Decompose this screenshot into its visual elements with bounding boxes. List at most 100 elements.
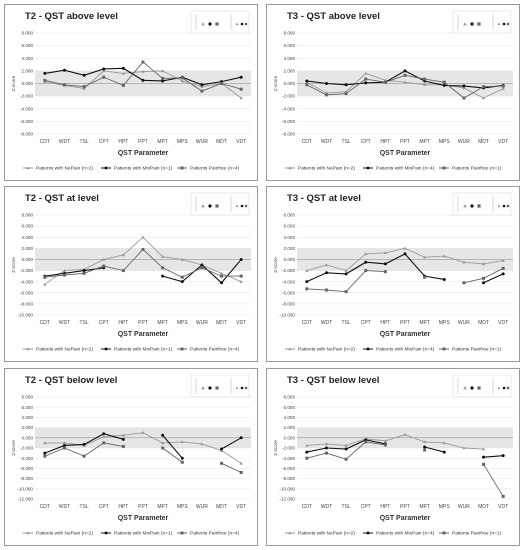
x-tick-label: WDT: [321, 139, 332, 145]
chart-panel-t2-at: T2 - QST at level 8.000 6.000 4.000 2.000 0.0…: [4, 186, 258, 362]
data-point: [344, 83, 348, 87]
y-tick-label: -10.000: [279, 486, 295, 491]
x-tick-label: WUR: [458, 504, 470, 510]
data-point: [200, 89, 204, 93]
series-painfree: [305, 440, 505, 498]
data-point: [324, 288, 328, 292]
data-point: [141, 78, 145, 82]
data-point: [200, 442, 204, 446]
data-point: [442, 441, 446, 445]
x-tick-label: MDT: [478, 504, 489, 510]
data-point: [239, 257, 243, 261]
inset-marker: [244, 204, 248, 208]
x-tick-label: CPT: [99, 320, 109, 326]
data-point: [102, 441, 106, 445]
x-tick-label: MPS: [439, 139, 451, 145]
series-line: [306, 434, 484, 450]
data-point: [462, 96, 466, 100]
data-point: [160, 254, 165, 258]
data-point: [364, 440, 368, 444]
inset-marker: [506, 386, 510, 390]
data-point: [462, 86, 466, 90]
data-point: [239, 436, 243, 440]
x-tick-label: HPT: [380, 139, 390, 145]
data-point: [161, 76, 165, 80]
inset-marker: [463, 204, 467, 208]
inset-frame: [452, 192, 512, 216]
inset-marker-key: [452, 374, 512, 398]
data-point: [62, 273, 66, 277]
series-nepain: [43, 69, 243, 100]
x-tick-label: MPT: [419, 504, 430, 510]
data-point: [324, 442, 329, 446]
x-tick-label: VDT: [236, 504, 246, 510]
data-point: [482, 276, 486, 280]
y-tick-label: 8.000: [22, 31, 34, 36]
inset-frame: [190, 374, 250, 398]
data-point: [82, 454, 86, 458]
data-point: [43, 282, 47, 286]
data-point: [364, 71, 368, 75]
series-line: [162, 447, 183, 463]
data-point: [442, 83, 446, 87]
data-point: [220, 274, 224, 278]
data-point: [180, 79, 184, 83]
x-tick-label: CDT: [40, 320, 50, 326]
data-point: [220, 447, 224, 451]
data-point: [102, 69, 106, 73]
inset-marker: [477, 386, 481, 390]
data-point: [422, 83, 427, 87]
x-tick-label: MDT: [478, 139, 489, 145]
x-tick-label: WUR: [196, 320, 208, 326]
legend-label: Patients with MixPain (n=4): [376, 347, 435, 353]
y-tick-label: -2.000: [20, 94, 33, 99]
data-point: [344, 272, 348, 276]
data-point: [121, 83, 125, 87]
y-tick-label: -6.000: [282, 290, 295, 295]
data-point: [239, 461, 243, 465]
chart-panel-t3-at: T3 - QST at level 8.000 6.000 4.000 2.000 0.0…: [266, 186, 520, 362]
y-tick-label: -4.000: [20, 456, 33, 461]
inset-marker: [470, 22, 474, 26]
chart-panel-t2-below: T2 - QST below level 8.000 6.000 4.000 2.000…: [4, 368, 258, 546]
data-point: [501, 84, 505, 88]
inset-marker: [502, 22, 506, 26]
inset-marker: [463, 22, 467, 26]
y-tick-label: 6.000: [284, 43, 296, 48]
y-tick-label: -6.000: [282, 119, 295, 124]
inset-marker: [208, 22, 212, 26]
series-line: [424, 446, 445, 453]
inset-marker: [208, 386, 212, 390]
data-point: [482, 85, 486, 89]
data-point: [364, 81, 368, 85]
y-tick-label: -10.000: [17, 313, 33, 318]
data-point: [403, 73, 407, 77]
y-tick-label: -2.000: [20, 446, 33, 451]
series-line: [306, 253, 445, 283]
data-point: [324, 82, 328, 85]
data-point: [43, 71, 47, 75]
data-point: [482, 281, 486, 285]
data-point: [200, 83, 204, 87]
data-point: [324, 446, 328, 450]
y-axis-label: Z-score: [273, 75, 278, 91]
data-point: [180, 440, 184, 444]
data-point: [403, 80, 407, 84]
x-axis-label: QST Parameter: [118, 515, 169, 522]
data-point: [344, 443, 348, 447]
y-tick-label: -6.000: [20, 119, 33, 124]
y-tick-label: 6.000: [284, 224, 296, 229]
data-point: [82, 269, 86, 273]
legend-label: Patients with NePain (n=2): [298, 166, 355, 172]
data-point: [383, 443, 387, 447]
legend-marker: [366, 531, 370, 535]
x-tick-label: CPT: [361, 139, 371, 145]
y-tick-label: 2.000: [284, 246, 296, 251]
data-point: [102, 67, 106, 71]
y-tick-label: 8.000: [284, 31, 296, 36]
chart-panel-t3-above: T3 - QST above level 8.000 6.000 4.000 2.000…: [266, 4, 520, 181]
data-point: [481, 96, 486, 100]
data-point: [383, 270, 387, 274]
data-point: [462, 446, 466, 450]
data-point: [180, 257, 184, 261]
